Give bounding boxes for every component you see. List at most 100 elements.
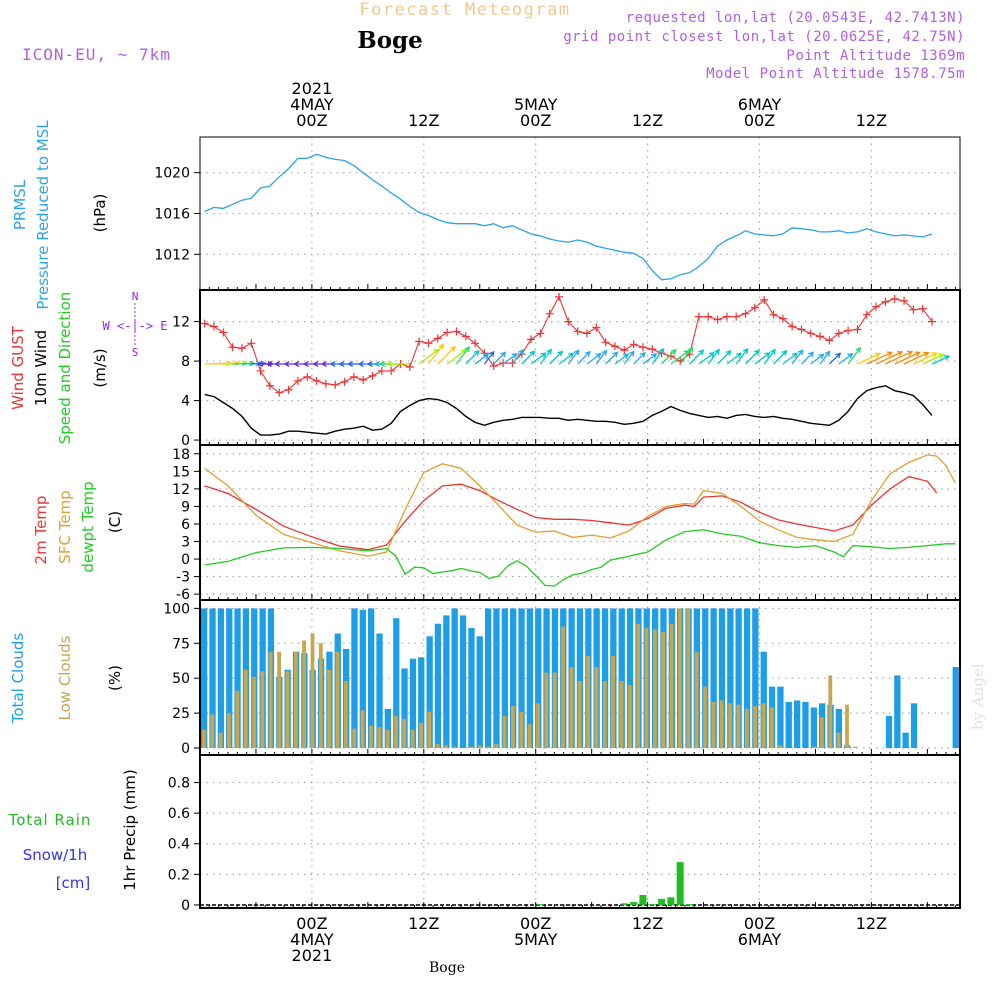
unit-temp: (C) [106, 511, 124, 533]
compass-north: N [132, 290, 139, 303]
low-clouds-bar [753, 706, 757, 748]
total-clouds-bar [493, 608, 500, 748]
time-label-bottom: 00Z [520, 914, 551, 933]
sfc-temp-line [204, 454, 956, 557]
tick-label-y: 0 [181, 552, 190, 568]
panel-frame [199, 136, 961, 291]
tick-label-y: 1016 [154, 207, 190, 223]
time-label-top: 12Z [632, 111, 663, 130]
gust-marker [666, 352, 675, 361]
low-clouds-bar [644, 627, 649, 748]
gust-marker [694, 312, 703, 321]
low-clouds-bar [519, 711, 524, 748]
total-clouds-bar [752, 608, 759, 748]
gust-marker [536, 329, 545, 338]
gust-marker [816, 332, 825, 341]
wind-arrow [549, 350, 564, 365]
low-clouds-bar [293, 651, 298, 749]
time-label-top: 2021 [292, 79, 333, 98]
low-clouds-bar [678, 608, 682, 748]
ylabel-wind10m: 10m Wind [32, 330, 50, 406]
total-clouds-bar [518, 608, 525, 748]
meteogram-header: Forecast Meteogram Boge ICON-EU, ~ 7km r… [22, 0, 987, 976]
low-clouds-bar [561, 626, 565, 748]
total-clouds-bar [393, 618, 400, 749]
ylabel-sfc-temp: SFC Temp [56, 490, 74, 563]
wind-arrow [427, 343, 445, 365]
time-label-top: 6MAY [738, 95, 782, 114]
low-clouds-bar [853, 746, 858, 748]
low-clouds-bar [369, 725, 373, 748]
panel-frame [199, 289, 961, 446]
gust-marker [331, 380, 340, 389]
gust-marker [638, 343, 647, 352]
model-label: ICON-EU, ~ 7km [22, 45, 171, 64]
wind-arrow [605, 351, 619, 365]
rain-bar [686, 904, 694, 906]
low-clouds-bar [769, 707, 774, 748]
rain-bar [648, 904, 656, 906]
gust-marker [825, 336, 834, 345]
low-clouds-bar [243, 669, 248, 748]
gust-marker [909, 305, 918, 314]
wind-arrow [614, 353, 630, 365]
wind-arrow [483, 350, 495, 365]
bottom-location-label: Boge [429, 960, 465, 976]
low-clouds-bar [235, 690, 240, 749]
wind-arrow [465, 350, 480, 365]
wind-arrow [386, 361, 410, 367]
gust-marker [713, 315, 722, 324]
wind-arrow [735, 348, 749, 365]
time-label-bottom: 12Z [856, 914, 887, 933]
low-clouds-bar [820, 717, 824, 748]
gust-marker [573, 327, 582, 336]
low-clouds-bar [577, 681, 582, 748]
gust-marker [377, 366, 386, 375]
total-clouds-bar [810, 707, 817, 748]
gust-marker [760, 295, 769, 304]
low-clouds-bar [377, 727, 382, 748]
wind-arrow [717, 350, 732, 365]
time-label-top: 00Z [744, 111, 775, 130]
low-clouds-bar [627, 685, 632, 748]
gust-marker [592, 323, 601, 332]
low-clouds-bar [227, 713, 231, 748]
low-clouds-bar [477, 745, 482, 748]
rain-bar [620, 903, 628, 905]
tick-label-y: -6 [176, 587, 190, 603]
gust-marker [275, 388, 284, 397]
gust-marker [461, 332, 470, 341]
gust-marker [415, 337, 424, 346]
ylabel-direction: Speed and Direction [56, 292, 74, 445]
wind-arrow [791, 349, 804, 365]
low-clouds-bar [285, 671, 290, 748]
temp2m-line [204, 475, 938, 551]
gust-marker [527, 335, 536, 344]
total-clouds-bar [626, 608, 634, 748]
tick-label-y: 75 [172, 636, 190, 652]
wind-arrow [493, 351, 507, 365]
low-clouds-bar [544, 672, 549, 748]
gust-marker [881, 297, 890, 306]
gust-marker [601, 338, 610, 347]
total-clouds-bar [785, 701, 792, 748]
total-clouds-bar [485, 608, 492, 748]
gust-marker [424, 339, 433, 348]
gust-marker [555, 292, 564, 301]
total-clouds-bar [894, 675, 901, 748]
panels-layer: 1012 1016 1020 PRMSL Pressure Reduced to MSL… [8, 79, 961, 965]
wind-arrow [931, 355, 951, 365]
tick-label-y: 0.6 [168, 806, 190, 822]
total-clouds-bar [368, 608, 375, 748]
total-clouds-bar [618, 608, 625, 748]
low-clouds-bar [586, 655, 590, 749]
total-clouds-bar [760, 651, 767, 749]
total-clouds-bar [952, 667, 959, 748]
ylabel-prmsl: PRMSL [11, 179, 29, 230]
total-clouds-bar [501, 608, 508, 748]
low-clouds-bar [811, 746, 816, 748]
low-clouds-bar [602, 681, 607, 748]
wind-arrow [801, 351, 815, 365]
low-clouds-bar [352, 728, 357, 748]
